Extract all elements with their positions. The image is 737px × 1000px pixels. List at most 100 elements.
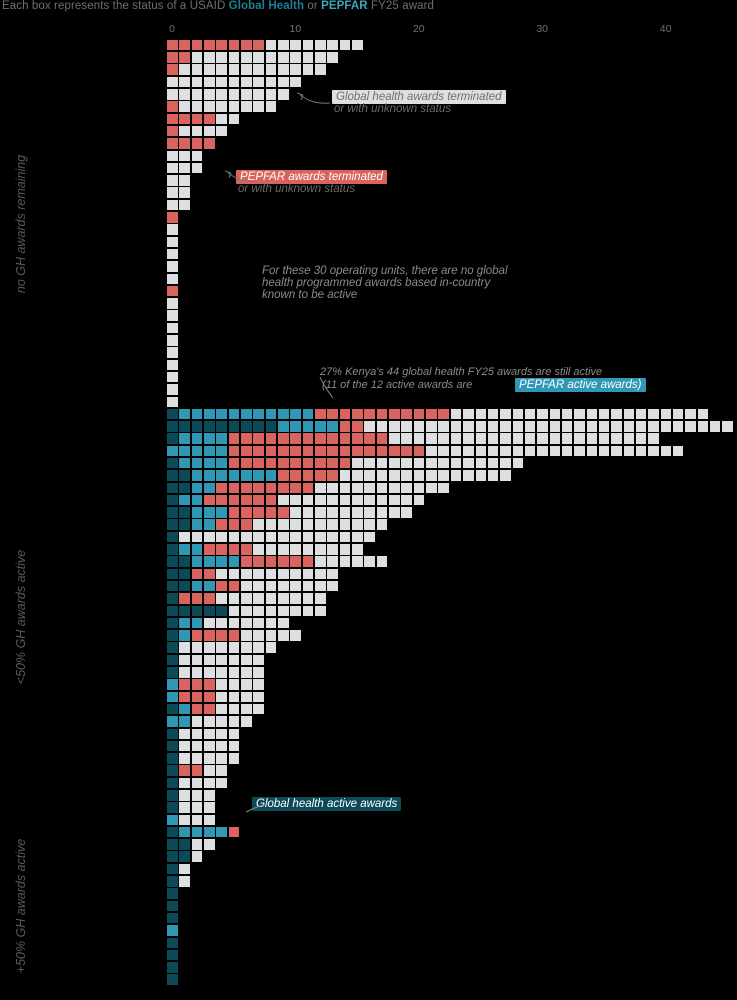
cell-gh-active[interactable]: [167, 408, 178, 420]
cell-pepfar-terminated[interactable]: [278, 445, 289, 457]
cell-gh-terminated[interactable]: [204, 753, 215, 764]
cell-gh-active[interactable]: [167, 888, 178, 899]
cell-gh-terminated[interactable]: [179, 790, 190, 801]
cell-pepfar-active[interactable]: [228, 408, 240, 420]
cell-gh-terminated[interactable]: [574, 433, 585, 444]
cell-gh-terminated[interactable]: [475, 421, 486, 432]
cell-gh-active[interactable]: [167, 790, 178, 801]
cell-gh-terminated[interactable]: [401, 470, 412, 481]
cell-pepfar-terminated[interactable]: [302, 445, 314, 457]
cell-gh-terminated[interactable]: [709, 421, 721, 432]
cell-gh-terminated[interactable]: [500, 470, 511, 481]
cell-gh-terminated[interactable]: [278, 568, 289, 580]
cell-gh-terminated[interactable]: [327, 568, 338, 580]
cell-gh-terminated[interactable]: [290, 531, 301, 543]
cell-gh-active[interactable]: [216, 421, 227, 432]
cell-gh-terminated[interactable]: [376, 470, 388, 481]
cell-pepfar-terminated[interactable]: [204, 494, 215, 506]
cell-pepfar-terminated[interactable]: [191, 113, 203, 125]
cell-pepfar-terminated[interactable]: [179, 113, 190, 125]
cell-gh-terminated[interactable]: [228, 679, 240, 690]
cell-gh-terminated[interactable]: [216, 691, 227, 703]
cell-gh-active[interactable]: [167, 507, 178, 518]
cell-gh-terminated[interactable]: [241, 679, 252, 690]
cell-gh-terminated[interactable]: [302, 507, 314, 518]
cell-pepfar-terminated[interactable]: [438, 408, 449, 420]
cell-gh-terminated[interactable]: [216, 728, 227, 740]
cell-gh-terminated[interactable]: [167, 224, 178, 235]
cell-gh-terminated[interactable]: [241, 630, 252, 641]
cell-gh-terminated[interactable]: [315, 544, 326, 555]
cell-gh-terminated[interactable]: [216, 89, 227, 100]
cell-pepfar-active[interactable]: [216, 445, 227, 457]
cell-gh-terminated[interactable]: [278, 544, 289, 555]
cell-pepfar-terminated[interactable]: [228, 482, 240, 494]
cell-gh-terminated[interactable]: [574, 445, 585, 457]
cell-pepfar-terminated[interactable]: [265, 494, 277, 506]
cell-gh-terminated[interactable]: [179, 642, 190, 653]
cell-gh-terminated[interactable]: [228, 113, 240, 125]
cell-gh-terminated[interactable]: [265, 101, 277, 112]
cell-gh-terminated[interactable]: [364, 482, 375, 494]
cell-gh-terminated[interactable]: [278, 76, 289, 88]
cell-gh-terminated[interactable]: [438, 421, 449, 432]
cell-gh-terminated[interactable]: [438, 445, 449, 457]
cell-gh-active[interactable]: [167, 765, 178, 776]
cell-gh-terminated[interactable]: [475, 445, 486, 457]
cell-gh-terminated[interactable]: [339, 531, 351, 543]
cell-gh-active[interactable]: [167, 802, 178, 813]
cell-pepfar-terminated[interactable]: [352, 408, 363, 420]
cell-pepfar-terminated[interactable]: [278, 482, 289, 494]
cell-pepfar-active[interactable]: [179, 716, 190, 727]
cell-pepfar-terminated[interactable]: [401, 408, 412, 420]
cell-gh-terminated[interactable]: [278, 531, 289, 543]
cell-gh-terminated[interactable]: [487, 470, 499, 481]
cell-gh-terminated[interactable]: [352, 556, 363, 567]
cell-pepfar-active[interactable]: [253, 470, 264, 481]
cell-pepfar-active[interactable]: [216, 470, 227, 481]
cell-pepfar-terminated[interactable]: [376, 408, 388, 420]
cell-gh-terminated[interactable]: [204, 740, 215, 752]
cell-gh-terminated[interactable]: [524, 433, 536, 444]
cell-gh-terminated[interactable]: [241, 691, 252, 703]
cell-gh-terminated[interactable]: [253, 667, 264, 678]
cell-gh-terminated[interactable]: [228, 593, 240, 604]
cell-gh-terminated[interactable]: [376, 457, 388, 469]
cell-pepfar-terminated[interactable]: [253, 457, 264, 469]
cell-pepfar-terminated[interactable]: [204, 568, 215, 580]
cell-gh-terminated[interactable]: [191, 851, 203, 862]
cell-gh-terminated[interactable]: [302, 531, 314, 543]
cell-gh-terminated[interactable]: [561, 433, 573, 444]
cell-pepfar-terminated[interactable]: [241, 556, 252, 567]
cell-pepfar-active[interactable]: [167, 445, 178, 457]
cell-pepfar-active[interactable]: [204, 408, 215, 420]
cell-pepfar-active[interactable]: [179, 445, 190, 457]
cell-pepfar-terminated[interactable]: [216, 580, 227, 592]
cell-gh-terminated[interactable]: [512, 457, 524, 469]
cell-gh-terminated[interactable]: [253, 519, 264, 530]
cell-pepfar-active[interactable]: [315, 421, 326, 432]
cell-pepfar-terminated[interactable]: [339, 457, 351, 469]
cell-gh-terminated[interactable]: [204, 802, 215, 813]
cell-gh-terminated[interactable]: [364, 457, 375, 469]
cell-gh-terminated[interactable]: [216, 667, 227, 678]
cell-gh-terminated[interactable]: [278, 494, 289, 506]
cell-pepfar-terminated[interactable]: [302, 433, 314, 444]
cell-gh-active[interactable]: [167, 876, 178, 887]
cell-gh-terminated[interactable]: [290, 568, 301, 580]
cell-gh-terminated[interactable]: [253, 654, 264, 666]
cell-gh-terminated[interactable]: [241, 605, 252, 617]
cell-pepfar-terminated[interactable]: [241, 482, 252, 494]
cell-gh-terminated[interactable]: [204, 667, 215, 678]
cell-pepfar-active[interactable]: [191, 556, 203, 567]
cell-pepfar-active[interactable]: [228, 470, 240, 481]
cell-pepfar-terminated[interactable]: [278, 470, 289, 481]
cell-pepfar-terminated[interactable]: [241, 39, 252, 51]
cell-pepfar-terminated[interactable]: [241, 445, 252, 457]
cell-gh-terminated[interactable]: [191, 790, 203, 801]
cell-pepfar-terminated[interactable]: [228, 457, 240, 469]
cell-gh-terminated[interactable]: [327, 556, 338, 567]
cell-gh-active[interactable]: [179, 482, 190, 494]
cell-pepfar-terminated[interactable]: [364, 445, 375, 457]
cell-gh-terminated[interactable]: [216, 703, 227, 715]
